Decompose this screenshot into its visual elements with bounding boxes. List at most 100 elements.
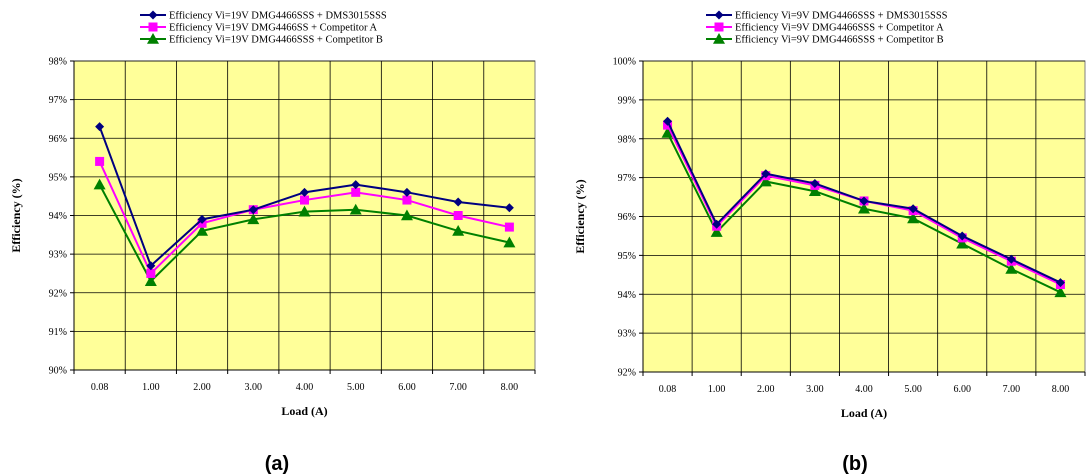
series-3-point [196, 224, 209, 236]
y-tick-label: 95% [49, 172, 67, 183]
series-1-point [1055, 278, 1065, 288]
series-3-point [808, 185, 821, 197]
y-tick-label: 93% [618, 329, 636, 340]
series-1-point [197, 214, 207, 224]
series-2-point [504, 222, 514, 232]
x-tick-label: 1.00 [142, 382, 160, 393]
series-1-point [761, 169, 771, 179]
series-1-point [95, 122, 105, 132]
x-tick-label: 1.00 [708, 384, 726, 395]
series-3-point [858, 202, 870, 214]
series-2-point [402, 195, 412, 205]
x-tick-label: 7.00 [1003, 384, 1021, 395]
series-3-point [661, 126, 674, 138]
legend-label-3: Efficiency Vi=19V DMG4466SSS + Competito… [169, 35, 383, 46]
x-tick-label: 4.00 [296, 382, 314, 393]
x-tick-label: 4.00 [855, 384, 873, 395]
y-tick-label: 96% [618, 212, 636, 223]
series-1-point [712, 219, 722, 229]
legend-label-2: Efficiency Vi=9V DMG4466SSS + Competitor… [735, 23, 944, 34]
y-axis-title: Efficiency (%) [9, 178, 23, 252]
series-3-point [93, 178, 106, 190]
y-tick-label: 99% [618, 95, 636, 106]
series-3-point [144, 275, 157, 286]
series-1-point [663, 116, 673, 126]
series-1-point [146, 261, 156, 271]
x-tick-label: 0.08 [91, 382, 109, 393]
y-axis-title: Efficiency (%) [573, 179, 587, 253]
panel-label: (b) [842, 453, 868, 475]
y-tick-label: 93% [49, 250, 67, 261]
y-tick-label: 95% [618, 251, 636, 262]
series-1-point [504, 203, 514, 213]
x-tick-label: 7.00 [449, 382, 467, 393]
series-2-point [300, 195, 309, 205]
series-3-point [503, 236, 516, 248]
y-tick-label: 98% [49, 57, 67, 68]
y-tick-label: 97% [49, 95, 67, 106]
y-tick-label: 98% [618, 134, 636, 145]
series-2-point [146, 268, 156, 278]
y-tick-label: 94% [618, 290, 636, 301]
y-tick-label: 97% [618, 173, 636, 184]
x-tick-label: 5.00 [904, 384, 922, 395]
chart-a: 90% 91% 92% 93% 94% 95% 96% 97% 98% 0.08 1.00 2.00 3… [9, 10, 536, 475]
x-tick-label: 8.00 [1052, 384, 1070, 395]
series-1-point [248, 205, 258, 215]
legend-marker-1 [714, 10, 724, 20]
series-1-point [300, 187, 309, 197]
x-tick-label: 3.00 [245, 382, 263, 393]
x-tick-label: 0.08 [659, 384, 677, 395]
series-2-point [351, 187, 361, 197]
series-1-point [351, 180, 361, 190]
series-1-point [957, 231, 967, 241]
x-tick-label: 2.00 [193, 382, 211, 393]
x-tick-label: 8.00 [501, 382, 519, 393]
series-3-point [298, 205, 311, 217]
legend-label-1: Efficiency Vi=9V DMG4466SSS + DMS3015SSS [735, 11, 948, 22]
y-tick-label: 90% [49, 366, 67, 377]
x-tick-label: 6.00 [398, 382, 416, 393]
chart-b: 92% 93% 94% 95% 96% 97% 98% 99% 100% 0.08 1.00 2.00… [573, 10, 1086, 475]
series-3-point [349, 203, 362, 215]
legend-label-1: Efficiency Vi=19V DMG4466SSS + DMS3015SS… [169, 11, 387, 22]
x-tick-label: 5.00 [347, 382, 365, 393]
panel-label: (a) [265, 453, 289, 475]
y-tick-label: 96% [49, 134, 67, 145]
series-3-point [1005, 262, 1018, 274]
x-axis-title: Load (A) [281, 404, 327, 418]
y-tick-label: 91% [49, 327, 67, 338]
series-1-point [859, 196, 869, 206]
legend-marker-3 [713, 33, 725, 44]
legend-marker-2 [714, 22, 724, 32]
legend-label-3: Efficiency Vi=9V DMG4466SSS + Competitor… [735, 35, 944, 46]
series-3-point [247, 213, 260, 225]
legend-label-2: Efficiency Vi=19V DMG4466SS + Competitor… [169, 23, 378, 34]
series-3-point [759, 175, 772, 187]
series-1-point [1006, 254, 1016, 264]
series-2-point [453, 211, 463, 220]
series-3-point [710, 226, 723, 237]
x-tick-label: 6.00 [953, 384, 971, 395]
x-tick-label: 2.00 [757, 384, 775, 395]
series-1-point [908, 204, 918, 214]
legend-marker-3 [147, 33, 159, 44]
legend-marker-1 [148, 10, 158, 20]
legend-marker-2 [148, 22, 158, 32]
series-2-point [95, 156, 105, 166]
x-tick-label: 3.00 [806, 384, 824, 395]
series-1-point [810, 178, 820, 188]
y-tick-label: 92% [49, 288, 67, 299]
y-tick-label: 94% [49, 211, 67, 222]
series-3-point [956, 237, 969, 249]
series-3-point [1054, 286, 1067, 298]
series-3-point [400, 209, 413, 221]
series-3-point [907, 212, 920, 224]
y-tick-label: 100% [613, 57, 636, 68]
y-tick-label: 92% [618, 368, 636, 379]
series-3-point [452, 224, 465, 236]
series-1-point [453, 197, 463, 207]
x-axis-title: Load (A) [841, 406, 887, 420]
series-1-point [402, 187, 412, 197]
